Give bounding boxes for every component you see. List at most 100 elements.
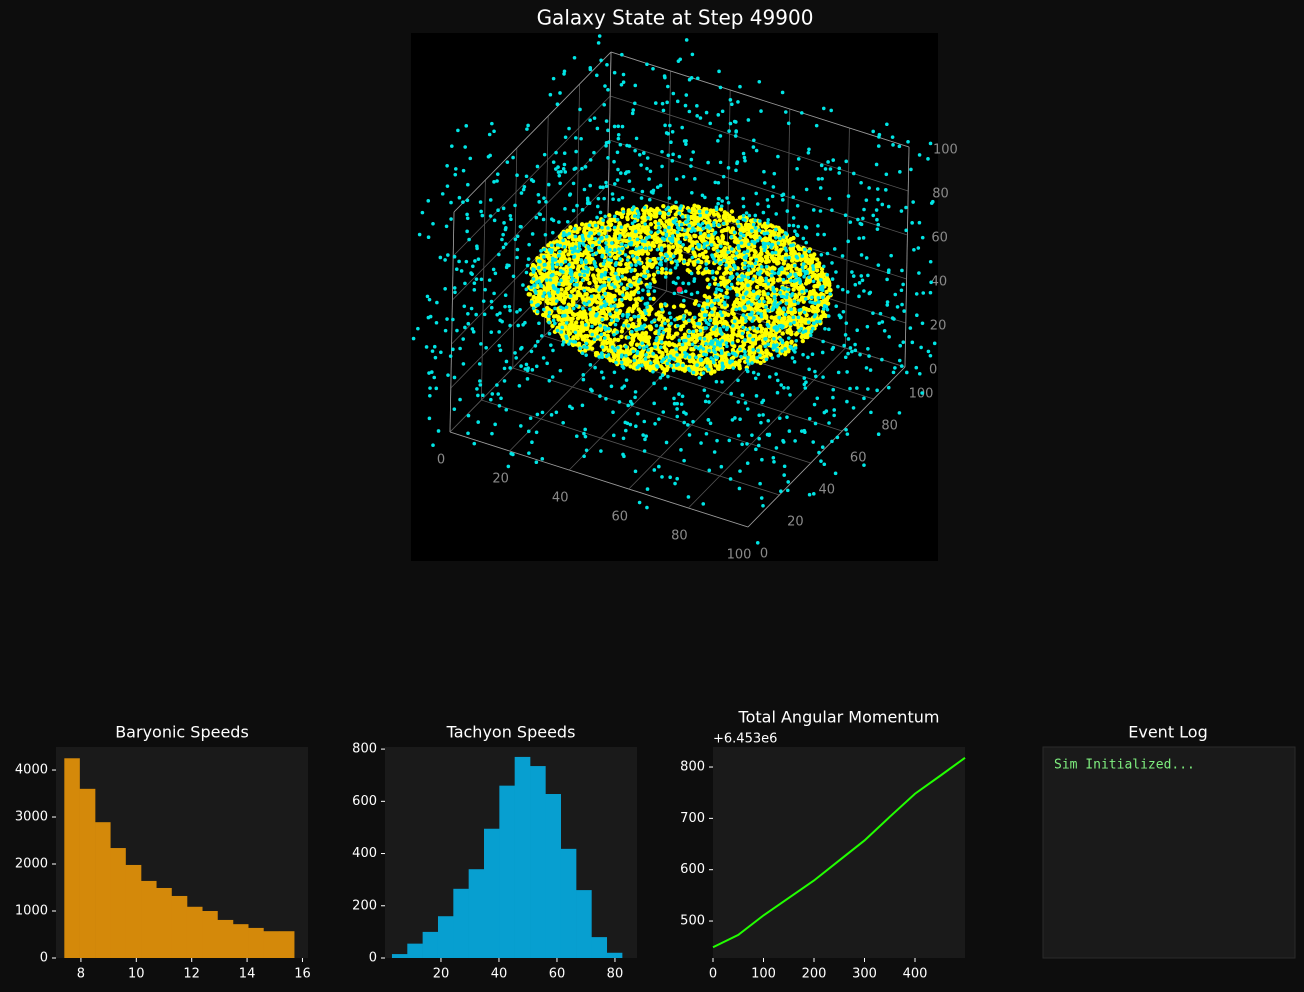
halo-particle	[730, 247, 734, 251]
halo-particle	[864, 366, 869, 370]
halo-particle	[452, 375, 457, 380]
halo-particle	[702, 388, 707, 393]
halo-particle	[774, 446, 779, 450]
disk-particle	[783, 343, 788, 348]
halo-particle	[585, 345, 589, 350]
halo-particle	[742, 155, 747, 160]
disk-particle	[810, 255, 815, 260]
halo-particle	[750, 229, 754, 233]
halo-particle	[664, 267, 668, 271]
disk-particle	[604, 345, 609, 350]
halo-particle	[542, 152, 547, 157]
halo-particle	[556, 287, 561, 292]
halo-particle	[478, 379, 482, 383]
halo-particle	[684, 220, 688, 225]
halo-particle	[754, 257, 759, 262]
halo-particle	[610, 282, 614, 287]
halo-particle	[492, 129, 496, 134]
halo-particle	[797, 308, 802, 312]
halo-particle	[704, 110, 709, 115]
halo-particle	[793, 272, 797, 277]
halo-particle	[859, 274, 864, 278]
halo-particle	[867, 354, 871, 358]
disk-particle	[651, 272, 657, 277]
disk-particle	[819, 291, 824, 297]
halo-particle	[818, 209, 823, 213]
halo-particle	[640, 239, 644, 243]
halo-particle	[563, 135, 568, 140]
disk-particle	[751, 333, 756, 339]
halo-particle	[658, 183, 663, 188]
halo-particle	[720, 380, 724, 384]
disk-particle	[764, 350, 769, 355]
halo-particle	[606, 226, 610, 230]
halo-particle	[784, 295, 789, 300]
halo-particle	[930, 199, 935, 204]
disk-particle	[571, 323, 577, 328]
halo-particle	[659, 340, 664, 344]
halo-particle	[599, 305, 603, 309]
halo-particle	[736, 244, 741, 248]
disk-particle	[717, 301, 722, 306]
halo-particle	[640, 363, 644, 368]
disk-particle	[730, 327, 735, 332]
halo-particle	[615, 330, 620, 335]
disk-particle	[675, 233, 681, 239]
halo-particle	[565, 220, 570, 224]
halo-particle	[932, 341, 937, 346]
halo-particle	[573, 278, 578, 283]
halo-particle	[760, 400, 764, 405]
halo-particle	[737, 307, 742, 311]
disk-particle	[722, 320, 728, 326]
halo-particle	[803, 386, 808, 390]
halo-particle	[507, 304, 512, 309]
halo-particle	[897, 144, 902, 149]
disk-particle	[638, 230, 643, 235]
disk-particle	[573, 237, 579, 243]
grid-line	[452, 139, 610, 301]
halo-particle	[747, 242, 751, 247]
halo-particle	[695, 290, 700, 295]
halo-particle	[445, 163, 449, 168]
disk-particle	[645, 339, 651, 344]
halo-particle	[642, 449, 647, 453]
halo-particle	[524, 287, 529, 292]
halo-particle	[781, 440, 786, 444]
halo-particle	[624, 378, 629, 382]
halo-particle	[550, 230, 555, 235]
halo-particle	[535, 309, 540, 314]
disk-particle	[669, 260, 675, 265]
halo-particle	[843, 333, 848, 337]
halo-particle	[720, 332, 724, 336]
halo-particle	[630, 329, 634, 334]
halo-particle	[547, 314, 551, 318]
halo-particle	[472, 281, 477, 286]
halo-particle	[898, 343, 903, 348]
halo-particle	[559, 269, 563, 273]
halo-particle	[611, 433, 616, 438]
halo-particle	[848, 386, 852, 391]
disk-particle	[624, 318, 629, 324]
disk-particle	[585, 338, 590, 343]
disk-particle	[587, 280, 592, 286]
disk-particle	[593, 329, 598, 334]
halo-particle	[820, 284, 825, 289]
halo-particle	[797, 277, 801, 281]
halo-particle	[529, 349, 534, 354]
halo-particle	[825, 307, 830, 312]
disk-particle	[821, 277, 827, 282]
halo-particle	[633, 469, 638, 474]
disk-particle	[633, 240, 638, 245]
halo-particle	[558, 91, 562, 95]
halo-particle	[807, 249, 812, 254]
disk-particle	[677, 355, 682, 360]
halo-particle	[867, 291, 872, 296]
halo-particle	[758, 219, 762, 223]
halo-particle	[448, 354, 453, 358]
halo-particle	[802, 310, 807, 315]
halo-particle	[568, 339, 573, 343]
halo-particle	[766, 419, 771, 423]
halo-particle	[581, 377, 586, 382]
disk-particle	[606, 291, 611, 297]
halo-particle	[570, 276, 575, 281]
